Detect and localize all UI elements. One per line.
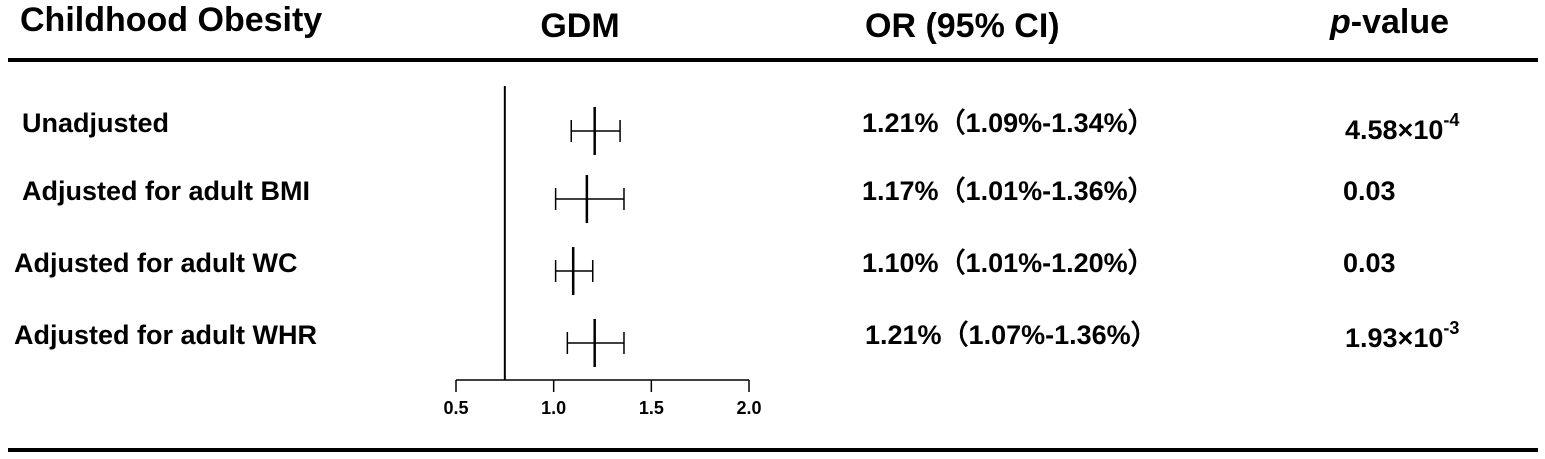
estimate-label: 1.17%（1.01%-1.36%） [862,176,1155,206]
row-label: Adjusted for adult BMI [22,176,310,206]
x-tick-label: 2.0 [736,398,761,418]
estimate-label: 1.21%（1.07%-1.36%） [865,320,1158,350]
p-value: 4.58×10-4 [1345,110,1459,145]
estimate-label: 1.10%（1.01%-1.20%） [862,248,1155,278]
p-value-exponent: -4 [1443,110,1459,130]
row-label: Adjusted for adult WHR [14,320,317,350]
p-value: 1.93×10-3 [1345,318,1459,353]
header-label: Childhood Obesity [20,1,322,39]
header-value: -value [1351,3,1449,41]
p-value-mantissa: 1.93×10 [1345,323,1443,353]
row-label: Unadjusted [22,108,169,138]
p-value: 0.03 [1343,176,1396,206]
estimate-label: 1.21%（1.09%-1.34%） [862,108,1155,138]
x-tick-label: 1.0 [541,398,566,418]
p-value-mantissa: 4.58×10 [1345,115,1443,145]
header-p: p [1329,3,1351,41]
header-plot: GDM [540,7,619,45]
x-tick-label: 0.5 [443,398,468,418]
p-value-exponent: -3 [1443,318,1459,338]
row-label: Adjusted for adult WC [14,248,297,278]
header-estimate: OR (95% CI) [865,7,1060,45]
x-tick-label: 1.5 [639,398,664,418]
p-value: 0.03 [1343,248,1396,278]
header-p-value: p-value [1329,3,1449,41]
